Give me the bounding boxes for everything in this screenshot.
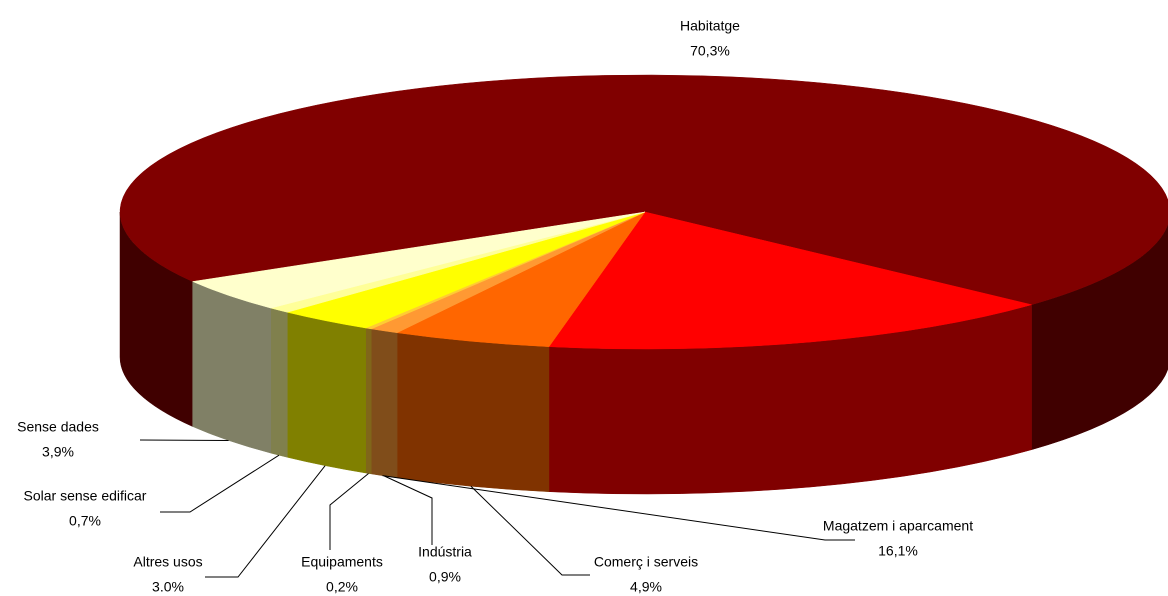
category-label: Altres usos xyxy=(133,554,202,570)
slice-side xyxy=(396,332,550,492)
value-label: 70,3% xyxy=(690,43,730,59)
category-label: Habitatge xyxy=(680,18,740,34)
slice xyxy=(548,211,1033,350)
leader-line xyxy=(329,473,369,550)
category-label: Equipaments xyxy=(301,554,383,570)
tops xyxy=(119,74,1168,350)
sides xyxy=(119,211,1168,495)
value-label: 0,9% xyxy=(429,569,461,585)
slice-side xyxy=(192,281,272,454)
leader-line xyxy=(205,465,326,578)
value-label: 3.0% xyxy=(152,579,184,595)
slice xyxy=(396,211,646,347)
slice-side xyxy=(365,327,372,475)
slice-side xyxy=(270,307,288,458)
category-label: Solar sense edificar xyxy=(24,488,147,504)
slice xyxy=(191,211,646,309)
value-label: 3,9% xyxy=(42,444,74,460)
value-label: 0,7% xyxy=(69,513,101,529)
category-label: Sense dades xyxy=(17,419,99,435)
value-label: 16,1% xyxy=(878,543,918,559)
category-label: Indústria xyxy=(418,544,472,560)
leader-line xyxy=(382,475,855,541)
slice-side xyxy=(287,311,366,474)
leader-line xyxy=(470,485,590,576)
leader-line xyxy=(383,475,433,545)
value-label: 0,2% xyxy=(326,579,358,595)
slice xyxy=(119,74,1168,305)
category-label: Comerç i serveis xyxy=(594,554,698,570)
leader-line xyxy=(160,454,280,513)
value-label: 4,9% xyxy=(630,579,662,595)
category-label: Magatzem i aparcament xyxy=(823,518,973,534)
slice-side xyxy=(371,328,398,479)
